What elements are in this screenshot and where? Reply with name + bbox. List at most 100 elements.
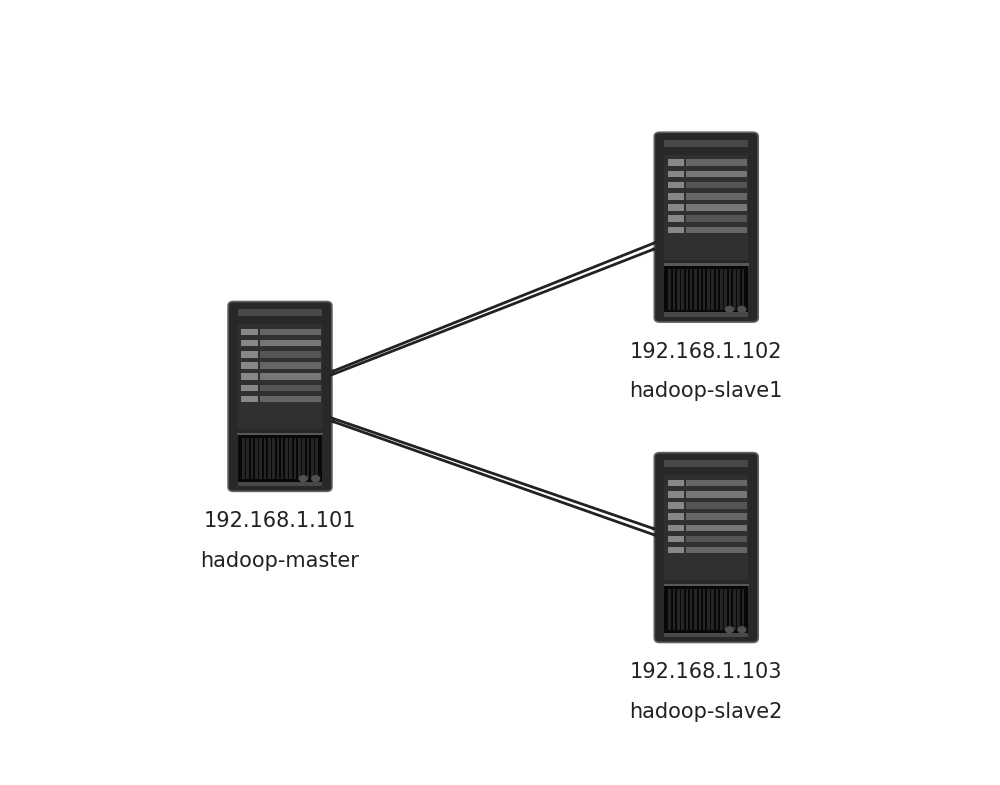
- Bar: [238, 324, 322, 429]
- Bar: [737, 269, 740, 310]
- Bar: [720, 590, 723, 630]
- Bar: [703, 590, 705, 630]
- Bar: [664, 475, 748, 580]
- Bar: [664, 586, 748, 633]
- Text: hadoop-slave2: hadoop-slave2: [630, 702, 783, 721]
- Bar: [733, 590, 736, 630]
- Bar: [260, 362, 321, 369]
- Bar: [686, 193, 747, 199]
- FancyBboxPatch shape: [654, 453, 758, 642]
- Bar: [686, 480, 747, 487]
- Bar: [668, 204, 684, 210]
- Bar: [255, 438, 258, 479]
- FancyBboxPatch shape: [228, 301, 332, 491]
- Bar: [664, 312, 748, 316]
- Bar: [720, 269, 723, 310]
- Bar: [664, 266, 748, 313]
- Bar: [302, 438, 305, 479]
- Bar: [251, 438, 253, 479]
- Bar: [686, 590, 688, 630]
- Bar: [668, 524, 684, 531]
- Bar: [668, 170, 684, 177]
- Bar: [686, 491, 747, 498]
- Circle shape: [737, 626, 747, 633]
- FancyBboxPatch shape: [654, 133, 758, 322]
- Bar: [664, 584, 749, 586]
- Bar: [298, 438, 301, 479]
- Bar: [238, 309, 322, 316]
- Bar: [664, 264, 749, 266]
- Bar: [668, 547, 684, 553]
- Bar: [277, 438, 279, 479]
- Bar: [260, 396, 321, 403]
- Bar: [716, 269, 718, 310]
- Bar: [686, 182, 747, 188]
- Bar: [699, 269, 701, 310]
- Bar: [733, 269, 736, 310]
- Bar: [694, 269, 697, 310]
- Bar: [668, 502, 684, 509]
- Text: 192.168.1.101: 192.168.1.101: [204, 511, 356, 531]
- Bar: [668, 215, 684, 222]
- Bar: [664, 140, 748, 147]
- Bar: [237, 433, 323, 435]
- Bar: [259, 438, 262, 479]
- Bar: [289, 438, 292, 479]
- Bar: [686, 502, 747, 509]
- Bar: [737, 590, 740, 630]
- Bar: [681, 590, 684, 630]
- Bar: [686, 170, 747, 177]
- Bar: [686, 535, 747, 542]
- Bar: [686, 547, 747, 553]
- Bar: [707, 269, 710, 310]
- Text: hadoop-master: hadoop-master: [201, 550, 359, 571]
- Bar: [742, 590, 744, 630]
- Bar: [241, 385, 258, 391]
- Bar: [307, 438, 309, 479]
- Bar: [668, 159, 684, 166]
- Bar: [246, 438, 249, 479]
- Bar: [260, 385, 321, 391]
- Bar: [260, 329, 321, 335]
- Bar: [729, 590, 731, 630]
- Bar: [686, 524, 747, 531]
- Bar: [294, 438, 296, 479]
- Bar: [668, 491, 684, 498]
- Bar: [260, 351, 321, 358]
- Bar: [241, 329, 258, 335]
- Bar: [686, 159, 747, 166]
- Bar: [677, 590, 680, 630]
- Bar: [268, 438, 271, 479]
- Bar: [686, 269, 688, 310]
- Bar: [668, 193, 684, 199]
- Bar: [668, 513, 684, 520]
- Bar: [668, 480, 684, 487]
- Bar: [260, 374, 321, 380]
- Bar: [686, 215, 747, 222]
- Circle shape: [737, 306, 747, 313]
- Bar: [241, 374, 258, 380]
- Bar: [664, 460, 748, 467]
- Bar: [668, 269, 671, 310]
- Bar: [742, 269, 744, 310]
- Bar: [238, 435, 322, 482]
- Bar: [694, 590, 697, 630]
- Bar: [664, 633, 748, 637]
- Bar: [241, 340, 258, 346]
- Bar: [264, 438, 266, 479]
- Text: 192.168.1.102: 192.168.1.102: [630, 342, 782, 362]
- Bar: [673, 590, 675, 630]
- Bar: [311, 438, 314, 479]
- Bar: [707, 590, 710, 630]
- Bar: [241, 396, 258, 403]
- Bar: [724, 590, 727, 630]
- Bar: [681, 269, 684, 310]
- Circle shape: [725, 626, 734, 633]
- Bar: [716, 590, 718, 630]
- Bar: [699, 590, 701, 630]
- Bar: [668, 590, 671, 630]
- Bar: [711, 269, 714, 310]
- Bar: [664, 155, 748, 260]
- Bar: [260, 340, 321, 346]
- Text: 192.168.1.103: 192.168.1.103: [630, 663, 782, 682]
